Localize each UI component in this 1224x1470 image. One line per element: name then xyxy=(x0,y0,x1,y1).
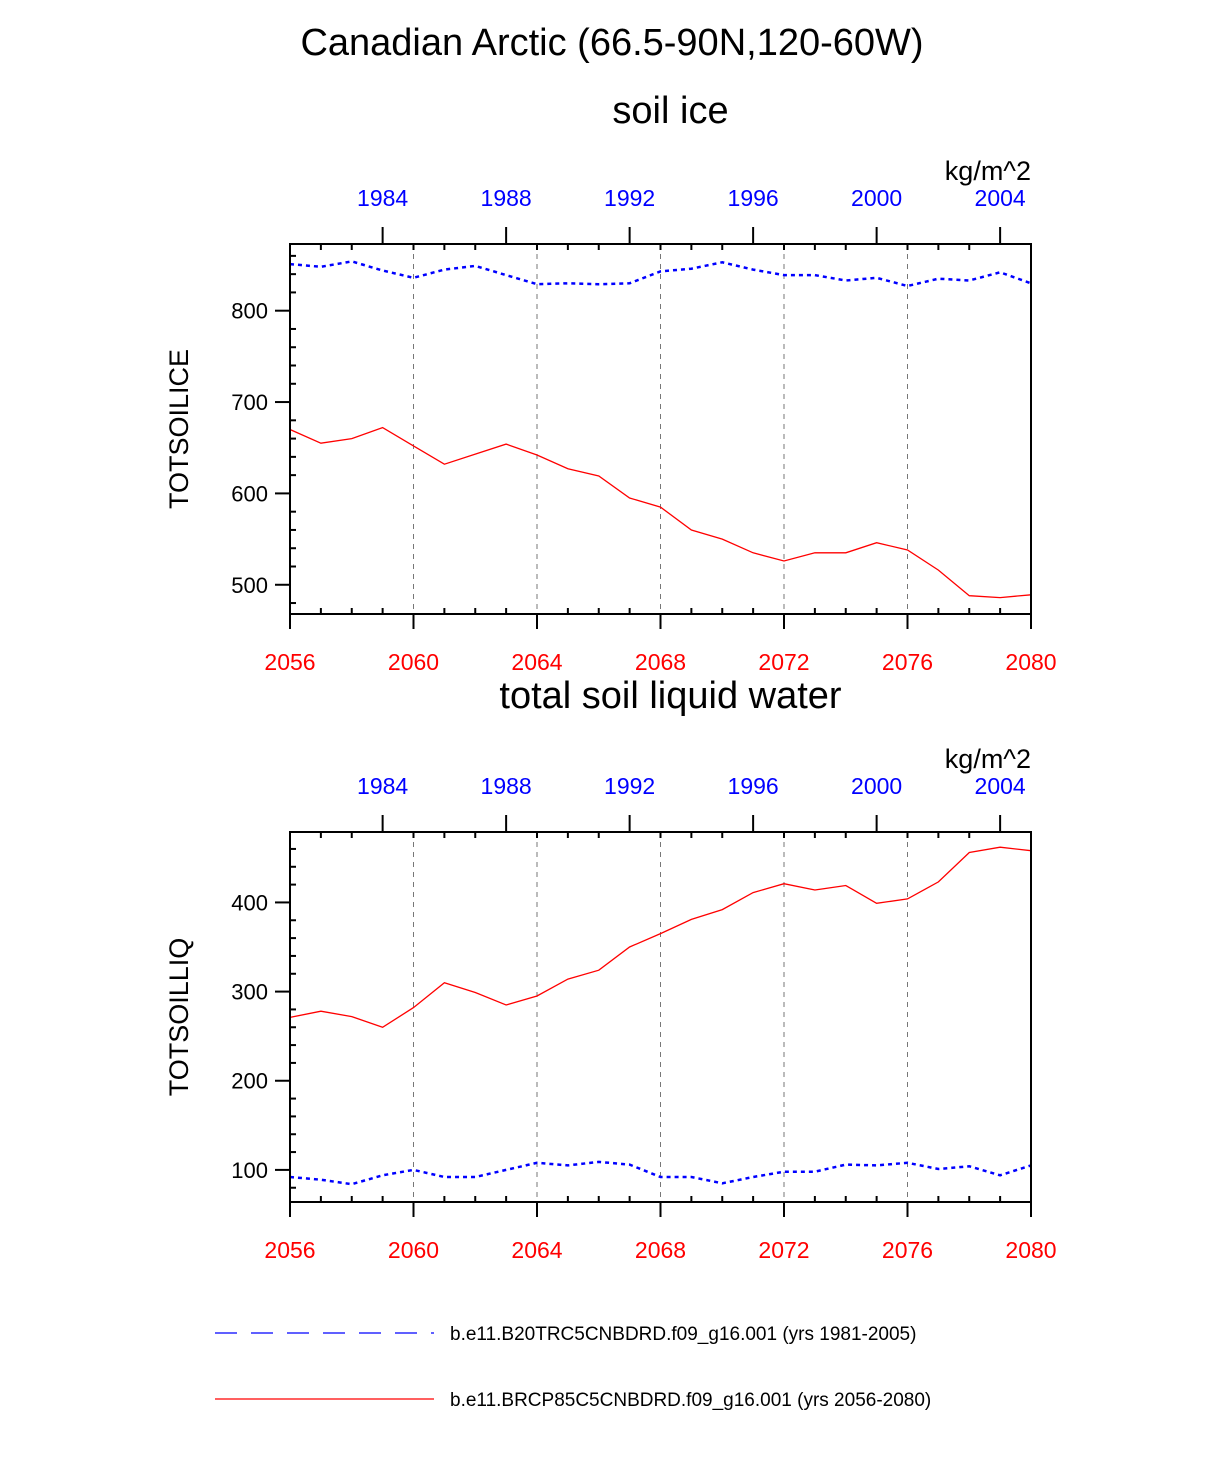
x-top-tick-label: 1996 xyxy=(728,773,779,799)
panel-title: soil ice xyxy=(612,90,728,132)
y-tick-label: 600 xyxy=(231,481,268,506)
x-bottom-tick-label: 2064 xyxy=(511,649,562,675)
x-bottom-tick-label: 2056 xyxy=(264,1237,315,1263)
main-title: Canadian Arctic (66.5-90N,120-60W) xyxy=(300,22,924,64)
y-axis-label: TOTSOILICE xyxy=(164,349,194,509)
x-bottom-tick-label: 2068 xyxy=(635,649,686,675)
x-bottom-tick-label: 2072 xyxy=(758,649,809,675)
historical-series-line xyxy=(289,260,1032,288)
x-top-tick-label: 1996 xyxy=(728,185,779,211)
panel-title: total soil liquid water xyxy=(499,675,842,717)
x-bottom-tick-label: 2060 xyxy=(388,649,439,675)
x-top-tick-label: 2004 xyxy=(975,773,1026,799)
units-label: kg/m^2 xyxy=(945,156,1031,186)
y-tick-label: 800 xyxy=(231,299,268,324)
x-top-tick-label: 1988 xyxy=(481,185,532,211)
x-top-tick-label: 1988 xyxy=(481,773,532,799)
legend-label: b.e11.BRCP85C5CNBDRD.f09_g16.001 (yrs 20… xyxy=(450,1390,931,1411)
x-bottom-tick-label: 2080 xyxy=(1005,649,1056,675)
future-series-line xyxy=(289,426,1032,599)
x-bottom-tick-label: 2068 xyxy=(635,1237,686,1263)
y-tick-label: 500 xyxy=(231,573,268,598)
x-bottom-tick-label: 2080 xyxy=(1005,1237,1056,1263)
x-bottom-tick-label: 2072 xyxy=(758,1237,809,1263)
y-tick-label: 400 xyxy=(231,890,268,915)
panel-1: soil ice kg/m^2 TOTSOILICE 2056 2060 2064 2068… xyxy=(164,90,1057,675)
units-label: kg/m^2 xyxy=(945,744,1031,774)
x-top-tick-label: 2000 xyxy=(851,773,902,799)
x-bottom-tick-label: 2076 xyxy=(882,649,933,675)
y-tick-label: 300 xyxy=(231,980,268,1005)
plot-frame xyxy=(289,831,1032,1203)
future-series-line xyxy=(289,846,1032,1029)
x-bottom-tick-label: 2076 xyxy=(882,1237,933,1263)
legend: b.e11.B20TRC5CNBDRD.f09_g16.001 (yrs 198… xyxy=(215,1324,931,1411)
y-tick-label: 100 xyxy=(231,1158,268,1183)
legend-label: b.e11.B20TRC5CNBDRD.f09_g16.001 (yrs 198… xyxy=(450,1324,916,1345)
x-bottom-tick-label: 2064 xyxy=(511,1237,562,1263)
panel-2: total soil liquid water kg/m^2 TOTSOILLIQ 2… xyxy=(164,675,1057,1263)
x-top-tick-label: 1984 xyxy=(357,185,408,211)
y-axis-label: TOTSOILLIQ xyxy=(164,938,194,1097)
x-top-tick-label: 1984 xyxy=(357,773,408,799)
x-top-tick-label: 2004 xyxy=(975,185,1026,211)
x-top-tick-label: 1992 xyxy=(604,773,655,799)
plot-frame xyxy=(289,243,1032,615)
x-top-tick-label: 1992 xyxy=(604,185,655,211)
y-tick-label: 200 xyxy=(231,1069,268,1094)
y-tick-label: 700 xyxy=(231,390,268,415)
x-bottom-tick-label: 2056 xyxy=(264,649,315,675)
x-bottom-tick-label: 2060 xyxy=(388,1237,439,1263)
historical-series-line xyxy=(289,1160,1032,1186)
x-top-tick-label: 2000 xyxy=(851,185,902,211)
